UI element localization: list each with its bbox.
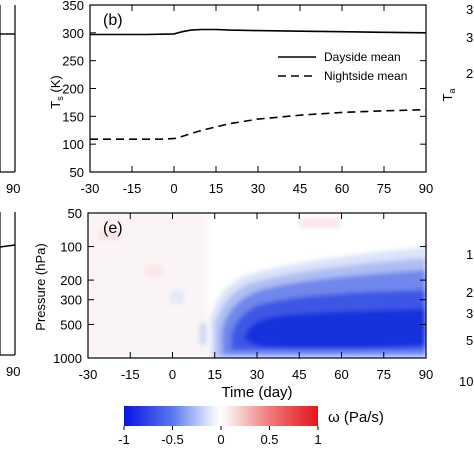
y-tick-label: 300 [60, 293, 82, 308]
x-tick-label: 30 [251, 181, 265, 196]
x-tick-label: 60 [335, 181, 349, 196]
x-tick-label: 75 [377, 367, 391, 382]
y-tick-label: 150 [62, 109, 84, 124]
colorbar-tick-label: -1 [118, 432, 130, 447]
colorbar: -1 -0.5 0 0.5 1 ω (Pa/s) [118, 406, 384, 447]
panel-b: (b) 50 100 150 200 250 300 350 -30 -15 0 15 30 45 60… [48, 0, 433, 196]
panel-b-label: (b) [103, 12, 123, 29]
x-tick-label: 30 [250, 367, 264, 382]
right-top-tick-fragments: 3 3 2 [466, 2, 473, 81]
panel-e-y-ticks: 50 100 200 300 500 1000 [53, 206, 426, 366]
right-partial-panels: Ta 3 3 2 1 2 3 5 10 [440, 2, 473, 389]
field-core [245, 309, 426, 350]
colorbar-tick-label: 0.5 [260, 432, 278, 447]
y-tick-label: 350 [62, 0, 84, 13]
panel-e-x-ticks: -30 -15 0 15 30 45 60 75 90 [79, 213, 433, 382]
panel-b-series [90, 28, 427, 140]
colorbar-tick-label: 0 [217, 432, 224, 447]
panel-e-field [88, 213, 426, 358]
y-tick-label: 250 [62, 54, 84, 69]
panel-b-legend: Dayside mean Nightside mean [278, 50, 407, 83]
right-bottom-tick-fragments: 1 2 3 5 10 [459, 247, 473, 389]
right-top-tick-fragment: 2 [466, 66, 473, 81]
colorbar-label: ω (Pa/s) [328, 409, 384, 426]
panel-e-label: (e) [103, 220, 123, 237]
panel-b-y-ticks: 50 100 150 200 250 300 350 [62, 0, 426, 180]
field-faint-pos-3 [300, 218, 340, 228]
left-bottom-curve-stub [0, 244, 16, 248]
x-tick-label: 45 [292, 367, 306, 382]
left-partial-panels: 90 90 [0, 5, 20, 379]
legend-dayside-label: Dayside mean [324, 50, 401, 64]
y-tick-label: 1000 [53, 351, 82, 366]
field-isolated-cell [200, 323, 206, 345]
right-top-tick-fragment: 3 [466, 2, 473, 17]
dayside-mean-line [90, 28, 427, 36]
y-tick-label: 300 [62, 26, 84, 41]
panel-e-xlabel: Time (day) [221, 384, 292, 401]
right-bottom-tick-fragment: 10 [459, 374, 473, 389]
panel-e-ylabel: Pressure (hPa) [33, 243, 48, 330]
right-bottom-tick-fragment: 1 [466, 247, 473, 262]
y-tick-label: 100 [62, 137, 84, 152]
right-bottom-tick-fragment: 3 [466, 306, 473, 321]
x-tick-label: 90 [419, 181, 433, 196]
x-tick-label: 15 [209, 181, 223, 196]
field-faint-neg-1 [170, 290, 184, 304]
colorbar-tick-label: 1 [314, 432, 321, 447]
nightside-mean-line [90, 108, 427, 140]
field-faint-pos-2 [145, 265, 163, 277]
right-top-ylabel: Ta [440, 89, 457, 102]
x-tick-label: 45 [293, 181, 307, 196]
panel-b-ylabel: Ts (K) [48, 75, 65, 108]
x-tick-label: 75 [377, 181, 391, 196]
y-tick-label: 500 [60, 317, 82, 332]
x-tick-label: -30 [79, 367, 98, 382]
x-tick-label: 0 [170, 181, 177, 196]
panel-e: (e) 50 100 200 300 500 1000 -30 -15 0 15 30 45 60 75… [33, 206, 433, 401]
x-tick-label: -15 [123, 181, 142, 196]
panel-b-x-ticks: -30 -15 0 15 30 45 60 75 90 [81, 5, 433, 196]
x-tick-label: 0 [169, 367, 176, 382]
colorbar-tick-label: -0.5 [161, 432, 183, 447]
x-tick-label: 60 [334, 367, 348, 382]
y-tick-label: 50 [68, 206, 82, 221]
legend-nightside-label: Nightside mean [324, 69, 407, 83]
x-tick-label: 90 [419, 367, 433, 382]
x-tick-label: -15 [121, 367, 140, 382]
colorbar-ticks: -1 -0.5 0 0.5 1 [118, 426, 322, 447]
y-tick-label: 50 [70, 165, 84, 180]
field-faint-pos-1 [98, 230, 120, 240]
y-tick-label: 200 [60, 273, 82, 288]
left-top-tick-90: 90 [6, 181, 20, 196]
right-bottom-tick-fragment: 5 [466, 333, 473, 348]
left-bottom-tick-90: 90 [6, 364, 20, 379]
right-bottom-tick-fragment: 2 [466, 285, 473, 300]
colorbar-gradient [124, 406, 318, 426]
x-tick-label: 15 [208, 367, 222, 382]
right-top-tick-fragment: 3 [466, 30, 473, 45]
x-tick-label: -30 [81, 181, 100, 196]
y-tick-label: 200 [62, 82, 84, 97]
y-tick-label: 100 [60, 240, 82, 255]
